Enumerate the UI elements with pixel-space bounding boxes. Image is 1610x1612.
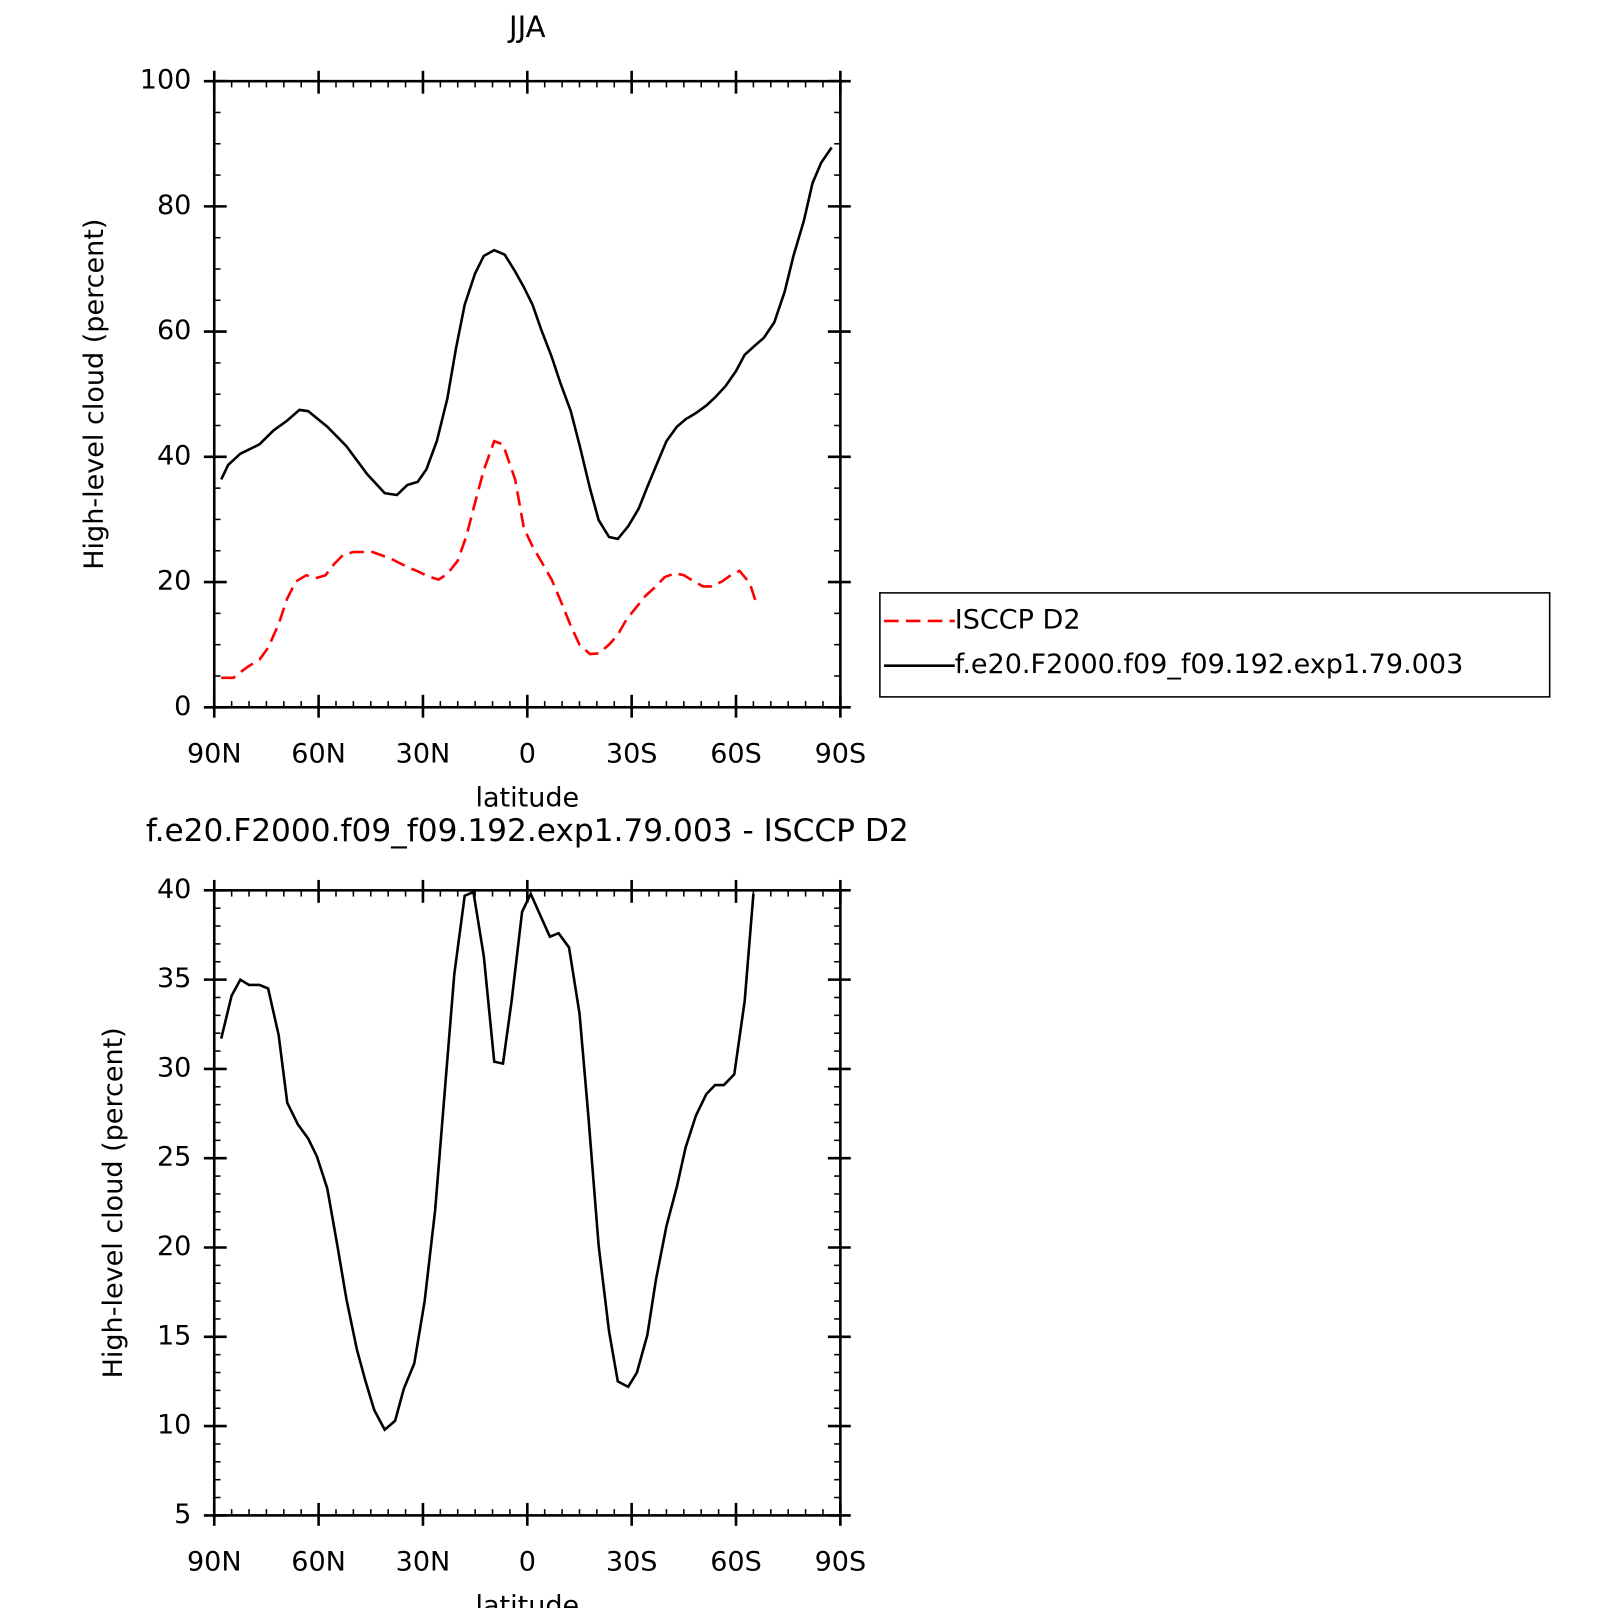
y-tick-label: 5 xyxy=(174,1499,191,1530)
x-tick-label: 60S xyxy=(710,739,762,770)
y-tick-label: 0 xyxy=(174,691,191,722)
x-tick-label: 30S xyxy=(606,1547,658,1578)
x-tick-label: 0 xyxy=(519,1547,536,1578)
y-tick-label: 35 xyxy=(157,963,191,994)
y-tick-label: 100 xyxy=(140,65,192,96)
y-tick-label: 80 xyxy=(157,190,191,221)
x-tick-label: 30N xyxy=(396,739,451,770)
y-tick-label: 40 xyxy=(157,874,191,905)
plot-frame xyxy=(212,79,842,709)
y-axis-label: High-level cloud (percent) xyxy=(98,1027,129,1378)
y-tick-label: 20 xyxy=(157,566,191,597)
x-tick-label: 60S xyxy=(710,1547,762,1578)
x-tick-label: 90N xyxy=(187,1547,242,1578)
x-tick-label: 0 xyxy=(519,739,536,770)
x-tick-label: 30S xyxy=(606,739,658,770)
x-tick-label: 90S xyxy=(815,739,867,770)
x-tick-label: 90N xyxy=(187,739,242,770)
y-tick-label: 10 xyxy=(157,1410,191,1441)
x-tick-label: 30N xyxy=(396,1547,451,1578)
y-tick-label: 30 xyxy=(157,1052,191,1083)
data-line xyxy=(220,146,833,541)
data-line xyxy=(219,890,755,1432)
x-tick-label: 90S xyxy=(815,1547,867,1578)
data-line xyxy=(221,439,759,680)
x-axis-label: latitude xyxy=(475,1590,579,1608)
y-tick-label: 15 xyxy=(157,1320,191,1351)
x-tick-label: 60N xyxy=(291,1547,346,1578)
y-axis-label: High-level cloud (percent) xyxy=(79,219,110,570)
legend-label: f.e20.F2000.f09_f09.192.exp1.79.003 xyxy=(955,649,1464,680)
y-tick-label: 25 xyxy=(157,1142,191,1173)
x-axis-label: latitude xyxy=(475,782,579,813)
y-tick-label: 60 xyxy=(157,315,191,346)
y-tick-label: 20 xyxy=(157,1231,191,1262)
x-tick-label: 60N xyxy=(291,739,346,770)
chart-title: JJA xyxy=(507,10,546,44)
legend-label: ISCCP D2 xyxy=(955,604,1081,635)
chart-title: f.e20.F2000.f09_f09.192.exp1.79.003 - IS… xyxy=(146,813,909,849)
legend-frame xyxy=(879,592,1551,698)
y-tick-label: 40 xyxy=(157,440,191,471)
